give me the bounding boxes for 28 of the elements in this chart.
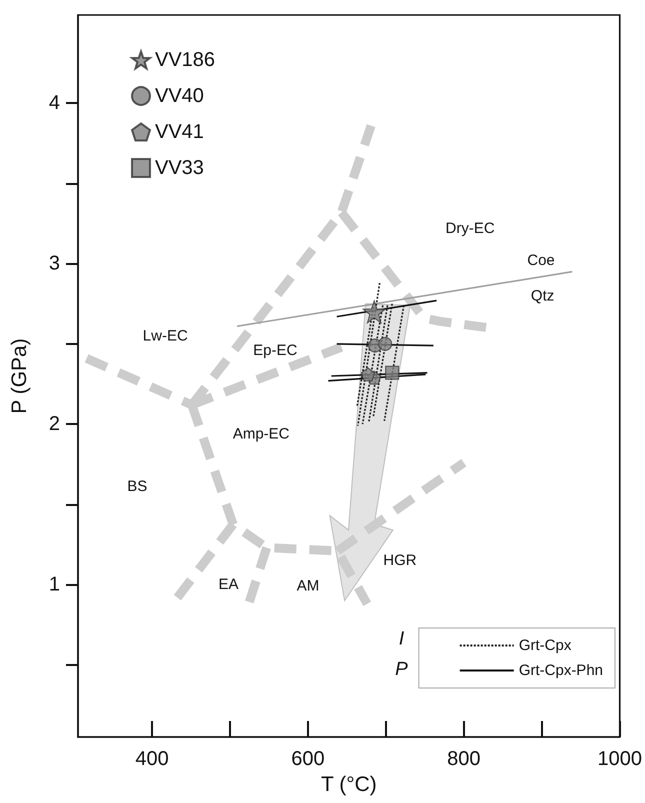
y-tick-label: 2 [48, 413, 60, 436]
legend-label: VV33 [155, 157, 204, 179]
legend-label: VV186 [155, 49, 216, 71]
annotation: Lw-EC [142, 327, 188, 344]
annotation: Qtz [530, 287, 554, 304]
y-tick-label: 4 [48, 92, 60, 114]
y-axis-title: P (GPa) [8, 338, 31, 414]
annotation: Amp-EC [232, 425, 290, 442]
annotation: Dry-EC [446, 220, 495, 237]
x-tick-label: 400 [135, 748, 169, 770]
legend-label: Grt-Cpx [518, 637, 572, 654]
annotation: EA [218, 576, 238, 594]
x-tick-label: 1000 [598, 748, 642, 770]
annotation: P [395, 659, 408, 680]
annotation: AM [296, 578, 320, 595]
annotation: Coe [527, 252, 555, 269]
annotation: HGR [383, 552, 417, 570]
y-tick-label: 1 [48, 574, 60, 596]
legend-label: VV41 [155, 121, 204, 143]
annotation: BS [127, 478, 148, 496]
x-axis-title: T (°C) [320, 772, 377, 796]
x-tick-label: 600 [291, 748, 325, 770]
legend-label: Grt-Cpx-Phn [518, 662, 604, 679]
annotation: I [398, 628, 405, 650]
y-tick-label: 3 [48, 252, 60, 275]
annotation: Ep-EC [253, 342, 298, 359]
x-tick-label: 800 [447, 748, 481, 770]
legend-label: VV40 [155, 85, 204, 107]
